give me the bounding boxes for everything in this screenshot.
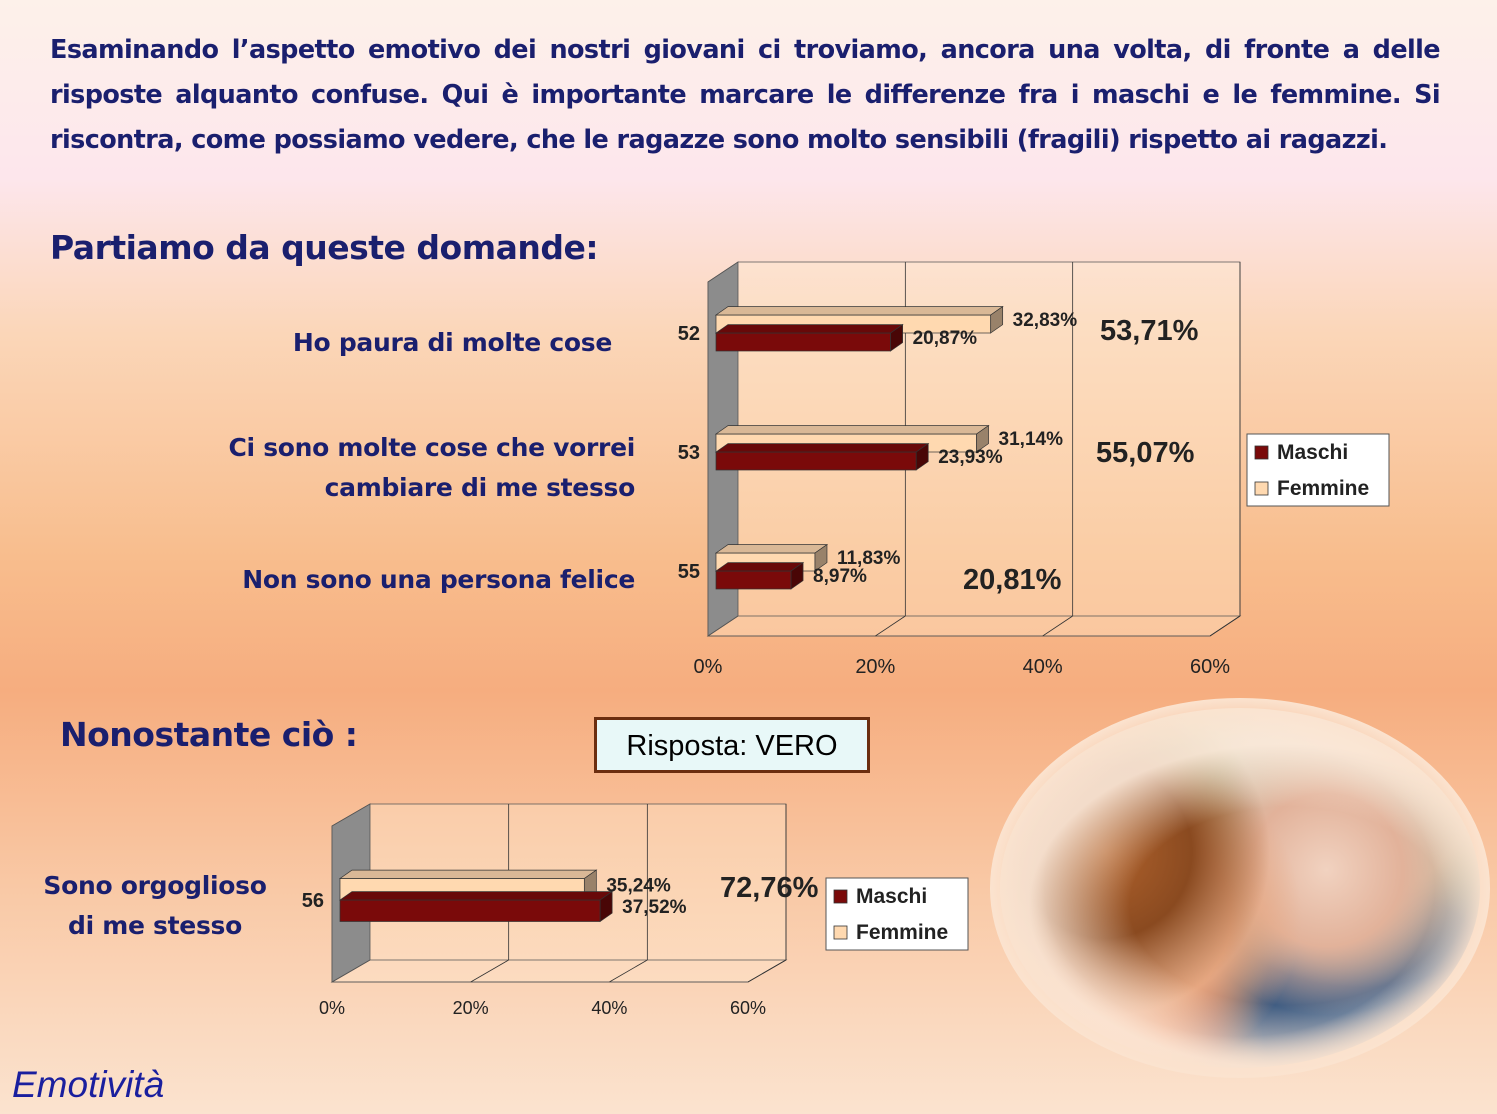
chart-0 xyxy=(706,261,1390,637)
legend-label: Maschi xyxy=(1277,441,1348,464)
data-label: 32,83% xyxy=(1013,310,1078,331)
question-label-53: Ci sono molte cose che vorrei cambiare di… xyxy=(228,433,635,502)
data-label: 35,24% xyxy=(606,875,671,896)
data-label: 23,93% xyxy=(938,447,1003,468)
gridline-floor xyxy=(609,959,648,983)
legend xyxy=(825,877,969,951)
x-tick-label: 0% xyxy=(319,998,345,1018)
bar-side xyxy=(790,561,804,590)
legend-label: Maschi xyxy=(856,885,927,908)
x-tick-label: 40% xyxy=(1023,656,1063,678)
data-label: 8,97% xyxy=(813,566,867,587)
bar-top xyxy=(714,562,805,572)
question-label-56: Sono orgoglioso di me stesso xyxy=(43,871,267,940)
data-label: 20,87% xyxy=(913,328,978,349)
bar-top xyxy=(714,324,904,334)
bar-top xyxy=(714,544,829,554)
legend-box xyxy=(825,877,969,951)
data-label: 11,83% xyxy=(837,548,900,569)
gridline-floor xyxy=(470,959,509,983)
legend-swatch xyxy=(833,889,848,904)
gridline-floor xyxy=(747,959,787,983)
bar-top xyxy=(714,306,1004,316)
question-label-52: Ho paura di molte cose xyxy=(292,328,612,357)
risposta-box: Risposta: VERO xyxy=(594,717,870,773)
x-tick-label: 60% xyxy=(1190,656,1230,678)
bar-maschi xyxy=(715,451,917,471)
total-label: 53,71% xyxy=(1100,315,1199,347)
x-tick-label: 20% xyxy=(453,998,489,1018)
data-label: 31,14% xyxy=(999,429,1064,450)
bar-side xyxy=(915,442,929,471)
bar-side xyxy=(599,890,613,923)
intro-paragraph: Esaminando l’aspetto emotivo dei nostri … xyxy=(50,35,1441,155)
legend xyxy=(1246,433,1390,507)
chart-1 xyxy=(330,803,969,983)
bar-maschi xyxy=(715,570,792,590)
legend-label: Femmine xyxy=(856,921,948,944)
total-label: 20,81% xyxy=(963,564,1062,596)
total-label: 72,76% xyxy=(720,872,819,904)
bar-top xyxy=(714,443,930,453)
category-label: 53 xyxy=(678,442,700,464)
legend-swatch xyxy=(1254,481,1269,496)
total-label: 55,07% xyxy=(1096,437,1195,469)
bar-side xyxy=(890,323,903,352)
category-label: 55 xyxy=(678,561,700,583)
question-label-55: Non sono una persona felice xyxy=(242,565,635,594)
bar-side xyxy=(990,305,1004,334)
legend-box xyxy=(1246,433,1390,507)
legend-swatch xyxy=(1254,445,1269,460)
section-heading-questions: Partiamo da queste domande: xyxy=(50,228,599,267)
category-label: 56 xyxy=(302,890,324,912)
legend-swatch xyxy=(833,925,848,940)
gridline-floor xyxy=(1042,615,1073,637)
x-tick-label: 20% xyxy=(855,656,895,678)
x-tick-label: 40% xyxy=(591,998,627,1018)
gridline-floor xyxy=(1209,615,1241,637)
bar-side xyxy=(814,543,828,572)
bar-top xyxy=(714,425,990,435)
bar-maschi xyxy=(715,332,891,352)
legend-label: Femmine xyxy=(1277,477,1369,500)
data-label: 37,52% xyxy=(622,897,687,918)
photo-vignette xyxy=(990,698,1490,1078)
bar-top xyxy=(338,869,598,879)
bar-side xyxy=(976,424,989,453)
footer-title: Emotività xyxy=(12,1064,165,1105)
category-label: 52 xyxy=(678,323,700,345)
x-tick-label: 0% xyxy=(694,656,723,678)
bar-maschi xyxy=(339,899,601,922)
section-heading-nonostante: Nonostante ciò : xyxy=(60,715,358,754)
gridline-floor xyxy=(875,615,906,637)
bar-top xyxy=(338,891,614,901)
x-tick-label: 60% xyxy=(730,998,766,1018)
